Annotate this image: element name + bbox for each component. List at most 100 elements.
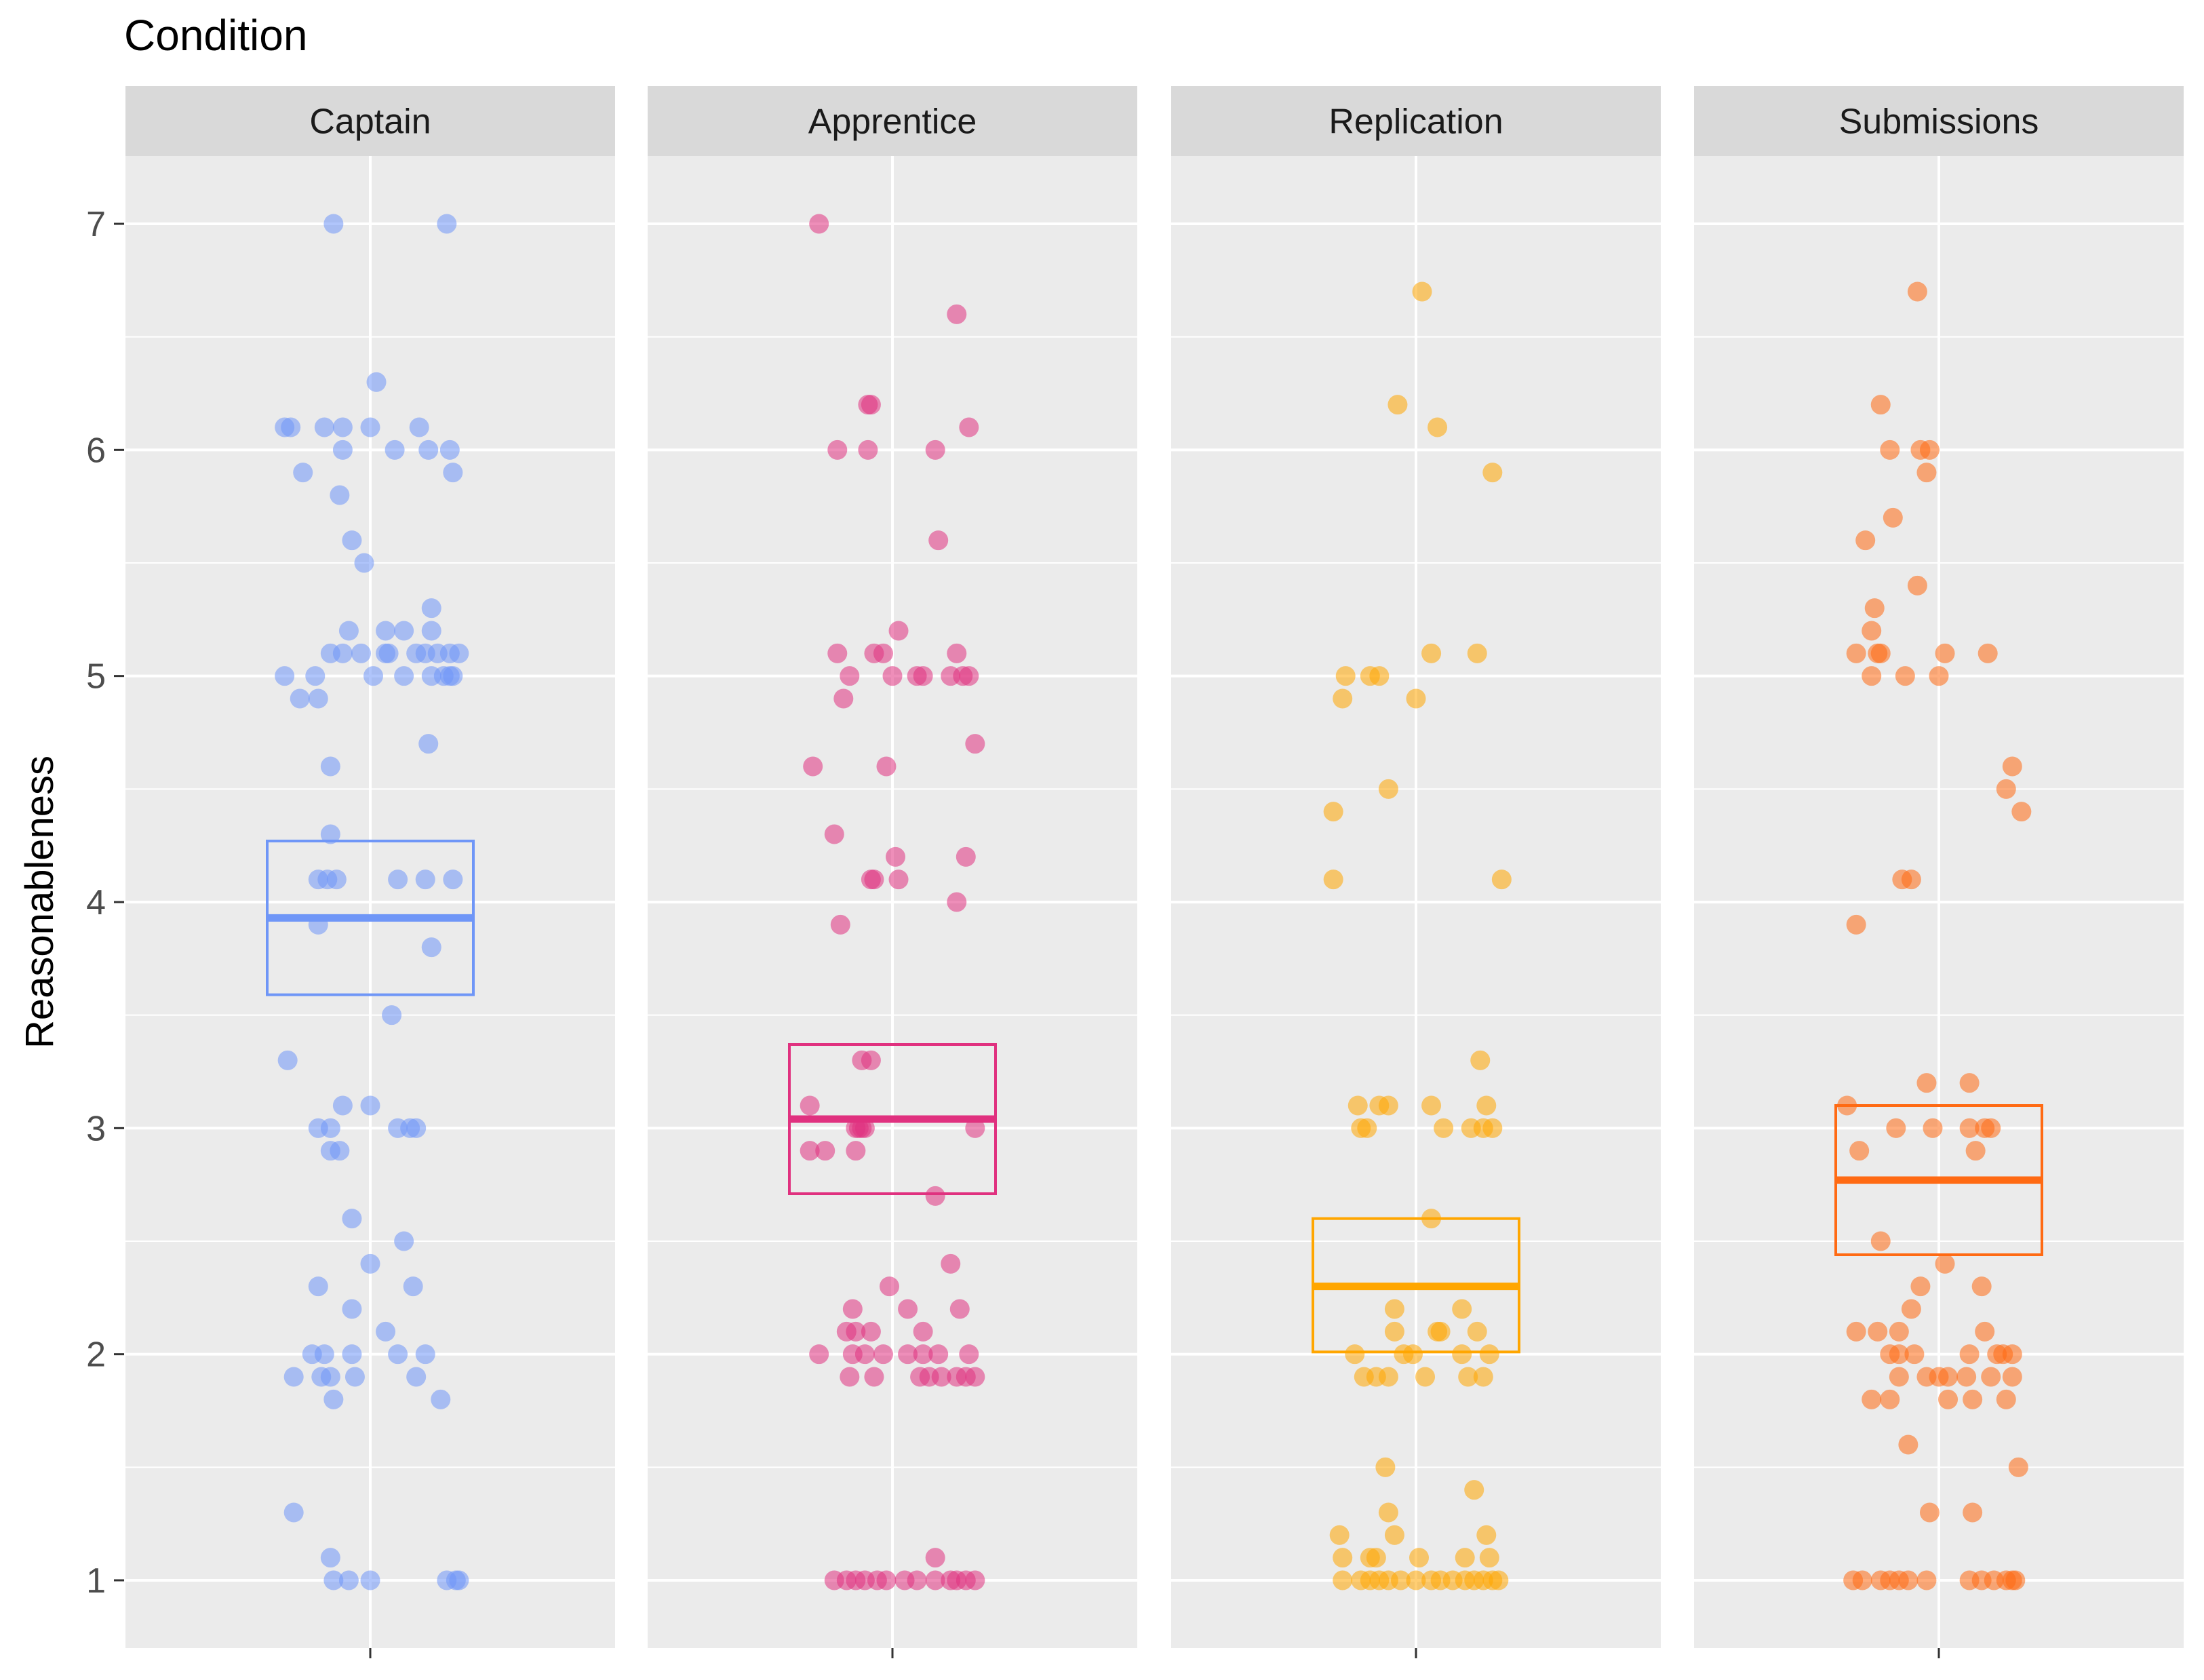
data-point xyxy=(320,756,340,777)
data-point xyxy=(283,1367,304,1387)
data-point xyxy=(1938,1389,1959,1409)
data-point xyxy=(439,439,460,460)
data-point xyxy=(925,1548,945,1568)
data-point xyxy=(913,666,933,686)
data-point xyxy=(308,688,328,709)
data-point xyxy=(1323,802,1343,822)
data-point xyxy=(1421,1095,1442,1116)
data-point xyxy=(360,1095,380,1116)
strip-background xyxy=(125,86,615,156)
data-point xyxy=(1345,1344,1365,1365)
data-point xyxy=(809,214,829,234)
data-point xyxy=(1935,643,1955,663)
data-point xyxy=(1489,1570,1509,1590)
data-point xyxy=(418,439,439,460)
y-axis: 1 2 3 4 5 6 7 xyxy=(86,205,124,1601)
data-point xyxy=(1886,1118,1906,1138)
data-point xyxy=(308,1276,328,1297)
data-point xyxy=(1347,1095,1368,1116)
data-point xyxy=(342,1299,362,1319)
strip-label: Submissions xyxy=(1839,102,2039,142)
data-point xyxy=(824,824,844,844)
y-tick-label: 1 xyxy=(86,1561,106,1601)
data-point xyxy=(1883,507,1903,528)
data-point xyxy=(1366,1548,1386,1568)
data-point xyxy=(1473,1367,1493,1387)
data-point xyxy=(314,417,334,437)
data-point xyxy=(293,463,313,483)
data-point xyxy=(342,1344,362,1365)
data-point xyxy=(947,304,967,324)
data-point xyxy=(1963,1389,1983,1409)
data-point xyxy=(1333,688,1353,709)
data-point xyxy=(1329,1525,1350,1545)
data-point xyxy=(1467,643,1487,663)
y-tick-label: 3 xyxy=(86,1109,106,1148)
data-point xyxy=(1938,1367,1959,1387)
data-point xyxy=(840,666,860,686)
data-point xyxy=(409,417,429,437)
data-point xyxy=(1430,1321,1451,1342)
data-point xyxy=(858,439,878,460)
data-point xyxy=(1476,1095,1497,1116)
data-point xyxy=(1467,1321,1487,1342)
data-point xyxy=(861,1321,881,1342)
data-point xyxy=(1846,914,1866,935)
data-point xyxy=(290,688,310,709)
data-point xyxy=(959,1344,979,1365)
data-point xyxy=(1384,1321,1404,1342)
data-point xyxy=(965,1570,985,1590)
data-point xyxy=(1452,1344,1472,1365)
data-point xyxy=(965,1118,985,1138)
data-point xyxy=(323,1570,344,1590)
data-point xyxy=(827,643,848,663)
data-point xyxy=(1323,870,1343,890)
data-point xyxy=(1333,1548,1353,1568)
data-point xyxy=(277,1050,298,1070)
data-point xyxy=(800,1095,820,1116)
data-point xyxy=(1384,1525,1404,1545)
panel-captain: Captain xyxy=(125,86,615,1658)
data-point xyxy=(342,1209,362,1229)
data-point xyxy=(1470,1050,1491,1070)
data-point xyxy=(886,846,906,867)
panel-replication: Replication xyxy=(1171,86,1661,1658)
data-point xyxy=(1907,575,1927,595)
data-point xyxy=(1996,779,2016,799)
data-point xyxy=(1910,1276,1931,1297)
data-point xyxy=(1384,1299,1404,1319)
data-point xyxy=(354,553,374,573)
data-point xyxy=(1421,643,1442,663)
strip-label: Replication xyxy=(1329,102,1503,142)
data-point xyxy=(1482,1118,1503,1138)
data-point xyxy=(320,1367,340,1387)
y-tick-label: 5 xyxy=(86,657,106,697)
data-point xyxy=(833,688,854,709)
data-point xyxy=(956,846,976,867)
data-point xyxy=(925,1186,945,1206)
data-point xyxy=(1916,463,1937,483)
data-point xyxy=(449,1570,469,1590)
data-point xyxy=(1852,1570,1872,1590)
y-axis-title: Reasonableness xyxy=(18,756,62,1049)
data-point xyxy=(907,1570,927,1590)
data-point xyxy=(1907,281,1927,302)
data-point xyxy=(1919,1502,1940,1523)
y-tick-label: 2 xyxy=(86,1335,106,1375)
data-point xyxy=(2002,1367,2022,1387)
strip-label: Captain xyxy=(309,102,431,142)
data-point xyxy=(376,1321,396,1342)
data-point xyxy=(1959,1344,1980,1365)
data-point xyxy=(809,1344,829,1365)
data-point xyxy=(388,1344,408,1365)
data-point xyxy=(326,870,347,890)
data-point xyxy=(1412,281,1432,302)
data-point xyxy=(888,870,909,890)
data-point xyxy=(947,892,967,912)
data-point xyxy=(876,756,897,777)
data-point xyxy=(913,1344,933,1365)
data-point xyxy=(1855,530,1876,551)
data-point xyxy=(1369,666,1390,686)
data-point xyxy=(394,1231,414,1251)
